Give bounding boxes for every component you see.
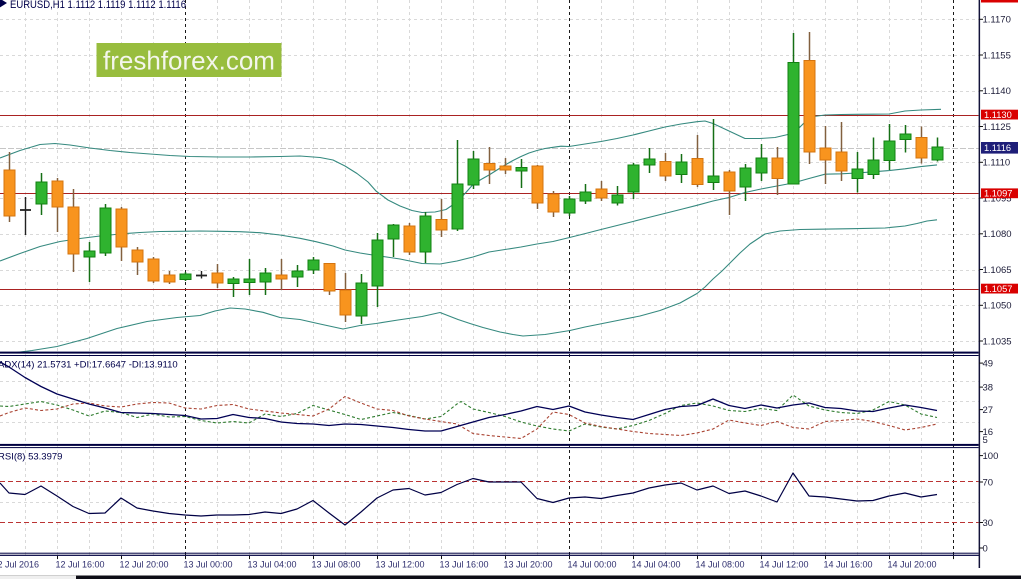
svg-text:100: 100: [983, 451, 999, 462]
svg-text:14 Jul 04:00: 14 Jul 04:00: [632, 560, 681, 570]
svg-text:49: 49: [983, 359, 994, 370]
svg-text:27: 27: [983, 405, 994, 416]
svg-text:12 Jul 2016: 12 Jul 2016: [0, 560, 39, 570]
svg-text:1.1097: 1.1097: [984, 189, 1012, 199]
svg-text:12 Jul 16:00: 12 Jul 16:00: [56, 560, 105, 570]
svg-text:0: 0: [983, 543, 988, 554]
svg-text:13 Jul 04:00: 13 Jul 04:00: [248, 560, 297, 570]
svg-text:ADX(14) 21.5731 +DI:17.6647 -D: ADX(14) 21.5731 +DI:17.6647 -DI:13.9110: [0, 360, 178, 371]
svg-text:13 Jul 12:00: 13 Jul 12:00: [376, 560, 425, 570]
svg-text:16: 16: [983, 427, 994, 438]
svg-text:14 Jul 16:00: 14 Jul 16:00: [824, 560, 873, 570]
svg-text:1.1140: 1.1140: [983, 86, 1011, 97]
svg-text:1.1095: 1.1095: [983, 193, 1012, 204]
svg-text:1.1170: 1.1170: [983, 15, 1011, 26]
svg-text:30: 30: [983, 518, 994, 529]
svg-text:1.1116: 1.1116: [984, 143, 1011, 153]
svg-text:13 Jul 00:00: 13 Jul 00:00: [184, 560, 233, 570]
svg-text:freshforex.com: freshforex.com: [103, 46, 275, 76]
svg-text:1.1125: 1.1125: [983, 122, 1011, 133]
svg-text:1.1050: 1.1050: [983, 301, 1012, 312]
svg-text:13 Jul 20:00: 13 Jul 20:00: [504, 560, 553, 570]
svg-text:13 Jul 16:00: 13 Jul 16:00: [440, 560, 489, 570]
svg-text:1.1110: 1.1110: [983, 158, 1011, 169]
svg-text:1.1057: 1.1057: [984, 284, 1012, 294]
svg-text:70: 70: [983, 477, 994, 488]
svg-text:1.1130: 1.1130: [984, 110, 1012, 120]
svg-text:14 Jul 08:00: 14 Jul 08:00: [696, 560, 745, 570]
svg-text:1.1080: 1.1080: [983, 229, 1012, 240]
svg-text:RSI(8) 53.3979: RSI(8) 53.3979: [0, 452, 62, 463]
svg-text:13 Jul 08:00: 13 Jul 08:00: [312, 560, 361, 570]
svg-text:1.1035: 1.1035: [983, 336, 1012, 347]
svg-text:EURUSD,H1 1.1112 1.1119 1.111: EURUSD,H1 1.1112 1.1119 1.1112 1.1116: [10, 0, 186, 11]
svg-text:14 Jul 20:00: 14 Jul 20:00: [888, 560, 937, 570]
svg-text:5: 5: [983, 435, 988, 446]
svg-text:14 Jul 12:00: 14 Jul 12:00: [760, 560, 809, 570]
svg-text:1.1155: 1.1155: [983, 50, 1011, 61]
svg-text:1.1065: 1.1065: [983, 265, 1012, 276]
svg-text:14 Jul 00:00: 14 Jul 00:00: [568, 560, 617, 570]
svg-text:38: 38: [983, 383, 994, 394]
svg-text:12 Jul 20:00: 12 Jul 20:00: [120, 560, 169, 570]
